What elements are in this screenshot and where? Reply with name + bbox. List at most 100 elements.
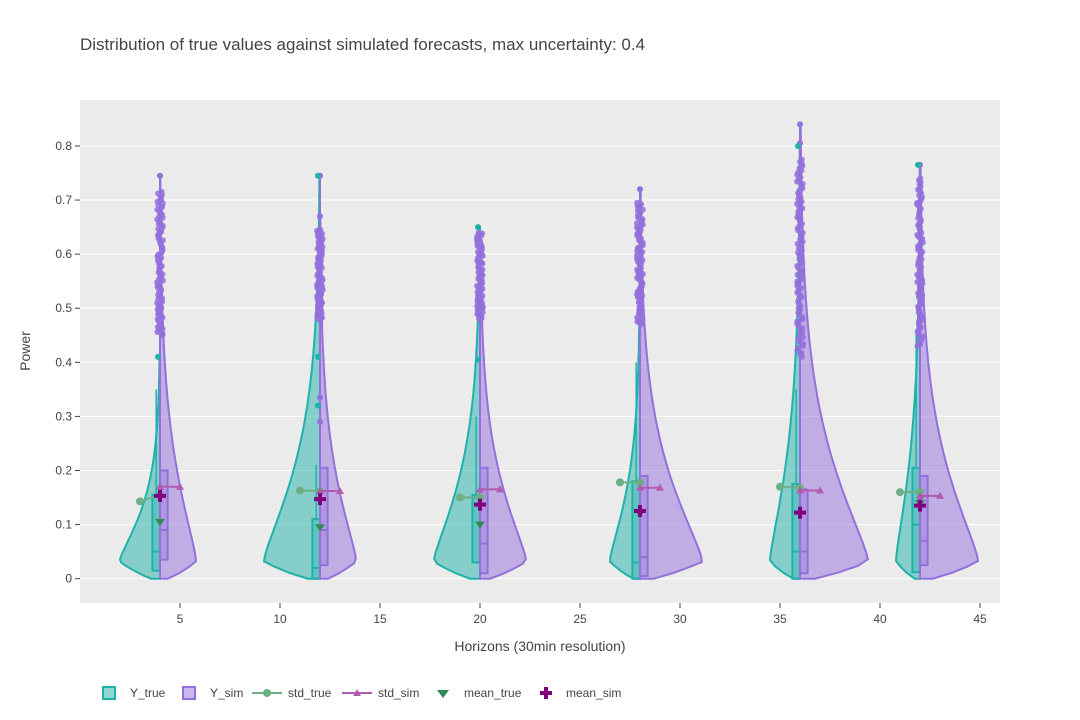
box-true xyxy=(791,483,802,580)
outlier-true xyxy=(475,356,481,363)
outlier-sim xyxy=(317,394,323,401)
legend-item: Y_sim xyxy=(182,686,243,700)
x-tick-label: 20 xyxy=(473,612,487,626)
legend-label: Y_true xyxy=(130,686,166,700)
outlier-true xyxy=(315,353,321,360)
y-tick-label: 0 xyxy=(65,572,72,586)
outlier-sim xyxy=(799,229,806,236)
legend-swatch xyxy=(263,689,271,697)
outlier-true xyxy=(155,353,161,360)
std-sim-point xyxy=(636,483,644,491)
legend-label: std_true xyxy=(288,686,332,700)
legend-item: std_sim xyxy=(342,686,419,700)
std-sim-point xyxy=(476,485,484,493)
std-true-point xyxy=(636,478,644,487)
mean-sim-point xyxy=(634,505,646,518)
outlier-sim xyxy=(799,180,806,187)
std-sim-point xyxy=(496,485,504,493)
legend-item: Y_true xyxy=(102,686,166,700)
outlier-sim xyxy=(634,220,641,227)
outlier-true xyxy=(915,161,921,168)
x-tick-label: 45 xyxy=(973,612,987,626)
outlier-true xyxy=(315,402,321,409)
outlier-sim xyxy=(794,240,801,247)
std-true-point xyxy=(616,478,624,487)
x-tick-label: 40 xyxy=(873,612,887,626)
std-true-point xyxy=(136,497,144,506)
plot-background xyxy=(80,100,1000,603)
y-tick-label: 0.6 xyxy=(55,247,72,261)
mean-true-point xyxy=(155,518,165,526)
legend: Y_true Y_sim std_true std_sim mean_true mean_… xyxy=(102,686,621,700)
chart-marks xyxy=(118,121,980,580)
mean-sim-point xyxy=(914,499,926,512)
y-tick-label: 0.4 xyxy=(55,355,72,369)
y-tick-label: 0.3 xyxy=(55,409,72,423)
box-true xyxy=(631,480,642,580)
outlier-sim xyxy=(317,418,323,425)
grid-lines xyxy=(80,145,1000,580)
std-true-point xyxy=(896,488,904,497)
std-sim-point xyxy=(796,486,804,494)
std-sim-point xyxy=(816,486,824,494)
box-sim xyxy=(919,474,929,567)
box-sim xyxy=(319,466,329,567)
mean-true-point xyxy=(315,524,325,532)
std-sim-point xyxy=(936,491,944,499)
outlier-sim xyxy=(795,345,802,352)
x-tick-label: 10 xyxy=(273,612,287,626)
legend-label: mean_sim xyxy=(566,686,621,700)
x-tick-label: 35 xyxy=(773,612,787,626)
mean-sim-point xyxy=(794,506,806,519)
y-tick-label: 0.7 xyxy=(55,193,72,207)
outlier-true xyxy=(475,224,481,231)
legend-swatch xyxy=(102,686,116,700)
x-tick-label: 30 xyxy=(673,612,687,626)
std-sim-point xyxy=(656,483,664,491)
legend-swatch xyxy=(540,687,552,699)
y-tick-label: 0.5 xyxy=(55,301,72,315)
x-tick-label: 15 xyxy=(373,612,387,626)
y-tick-label: 0.2 xyxy=(55,463,72,477)
legend-label: Y_sim xyxy=(210,686,243,700)
x-axis-label: Horizons (30min resolution) xyxy=(454,638,625,654)
box-sim xyxy=(159,469,169,561)
mean-sim-point xyxy=(154,489,166,502)
chart-title: Distribution of true values against simu… xyxy=(80,35,645,54)
y-axis-label: Power xyxy=(17,331,33,371)
std-true-point xyxy=(296,486,304,495)
outlier-sim xyxy=(794,318,801,325)
outlier-true xyxy=(795,142,801,149)
violin-true xyxy=(118,355,161,580)
y-tick-label: 0.1 xyxy=(55,518,72,532)
y-axis-ticks: 0 0.1 0.2 0.3 0.4 0.5 0.6 0.7 0.8 xyxy=(55,139,80,586)
std-sim-point xyxy=(336,487,344,495)
box-sim xyxy=(799,488,809,575)
box-sim xyxy=(479,466,489,575)
x-tick-label: 5 xyxy=(177,612,184,626)
std-sim-point xyxy=(316,487,324,495)
mean-sim-point xyxy=(474,498,486,511)
y-tick-label: 0.8 xyxy=(55,139,72,153)
legend-swatch xyxy=(437,690,449,698)
legend-swatch xyxy=(182,686,196,700)
std-true-point xyxy=(776,482,784,491)
legend-label: std_sim xyxy=(378,686,419,700)
std-sim-point xyxy=(176,482,184,490)
outlier-sim xyxy=(477,237,483,244)
mean-sim-point xyxy=(314,493,326,506)
legend-item: std_true xyxy=(252,686,332,700)
outlier-sim xyxy=(634,199,641,206)
x-axis-ticks: 5 10 15 20 25 30 35 40 45 xyxy=(177,603,987,626)
legend-label: mean_true xyxy=(464,686,522,700)
legend-item: mean_sim xyxy=(540,686,621,700)
std-sim-point xyxy=(916,491,924,499)
outlier-true xyxy=(315,172,321,179)
outlier-sim xyxy=(475,229,482,236)
outlier-sim xyxy=(639,270,646,277)
box-sim xyxy=(639,474,649,577)
legend-item: mean_true xyxy=(437,686,522,700)
std-sim-point xyxy=(156,482,164,490)
x-tick-label: 25 xyxy=(573,612,587,626)
